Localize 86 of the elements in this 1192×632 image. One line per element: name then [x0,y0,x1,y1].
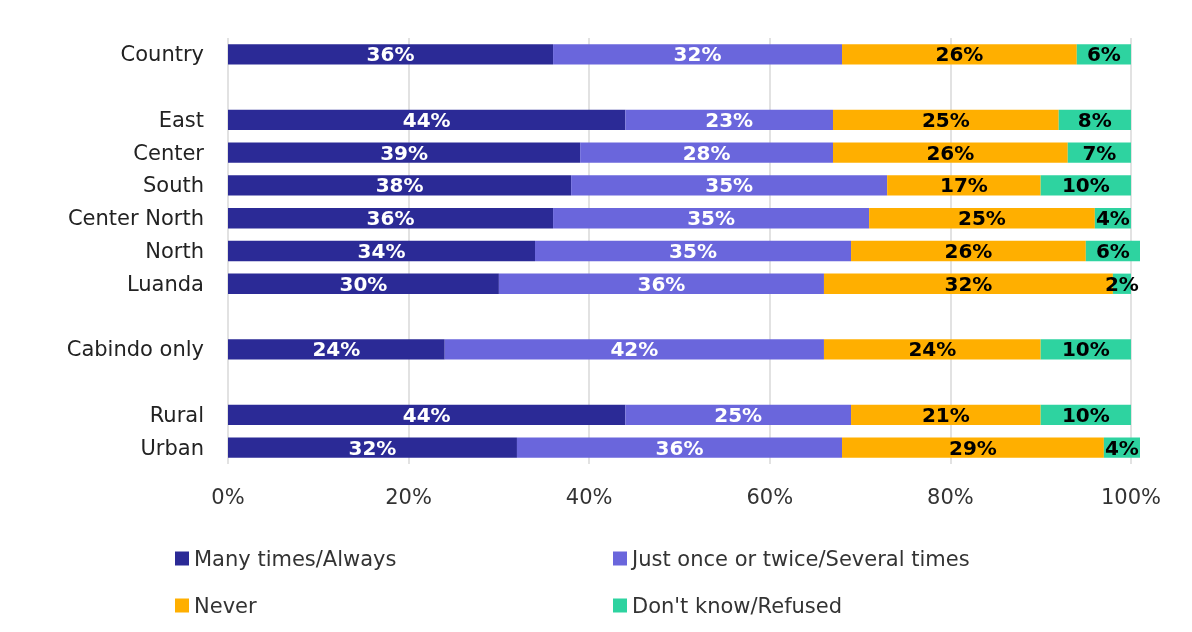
data-label: 26% [935,42,984,67]
data-label: 28% [682,140,731,165]
bar [228,109,626,131]
x-tick-label: 80% [927,484,974,509]
y-tick-label: East [158,107,204,132]
data-label: 25% [714,402,763,427]
y-tick-label: North [145,239,204,263]
data-label: 10% [1061,173,1110,198]
data-label: 30% [339,271,388,296]
bar [228,175,572,196]
legend-label: Many times/Always [194,546,397,571]
bar [851,240,1086,262]
data-label: 32% [673,42,722,67]
x-tick-label: 100% [1100,484,1161,509]
data-label: 35% [669,239,717,263]
data-label: 7% [1082,140,1117,165]
legend-label: Just once or twice/Several times [630,546,970,571]
data-label: 44% [402,107,451,132]
x-tick-label: 0% [211,484,245,509]
bar [553,208,870,229]
data-label: 36% [637,271,686,296]
data-label: 24% [908,337,957,362]
bar [228,404,626,425]
bar [228,273,499,294]
y-tick-label: Rural [149,402,204,427]
y-tick-label: Center [133,140,205,165]
bar [498,273,824,294]
data-label: 32% [944,271,993,296]
y-tick-label: Cabindo only [66,337,204,362]
data-label: 25% [958,206,1006,231]
data-label: 42% [610,337,659,362]
y-tick-label: Center North [67,206,204,231]
x-tick-label: 20% [385,484,432,509]
bar [553,44,843,65]
bar [228,44,554,65]
data-label: 4% [1104,435,1139,460]
bar [832,109,1059,131]
bar [887,175,1041,196]
data-label: 25% [921,107,970,132]
data-label: 6% [1086,42,1121,67]
data-label: 26% [926,140,975,165]
data-label: 10% [1061,337,1110,362]
bar [625,404,852,425]
bar [228,208,554,229]
bar [228,240,536,262]
data-label: 4% [1095,206,1130,231]
data-label: 36% [366,206,415,231]
y-tick-label: Country [120,42,204,67]
data-label: 39% [380,140,429,165]
bar [516,437,843,458]
data-label: 32% [348,435,397,460]
data-label: 36% [655,435,704,460]
bar [823,339,1041,360]
data-label: 24% [312,337,361,362]
data-label: 6% [1095,239,1130,263]
data-label: 10% [1061,402,1110,427]
bar [580,142,833,163]
data-label: 35% [687,206,736,231]
data-label: 36% [366,42,415,67]
y-tick-label: Urban [140,435,204,460]
data-label: 34% [357,239,406,263]
data-label: 26% [944,239,993,263]
y-tick-label: Luanda [126,271,204,296]
data-label: 23% [705,107,754,132]
bar [869,208,1095,229]
bar [842,44,1077,65]
legend-label: Don't know/Refused [632,593,843,618]
bar [228,339,445,360]
data-label: 38% [375,173,424,198]
x-tick-label: 60% [746,484,794,509]
data-label: 8% [1077,107,1112,132]
bar [444,339,824,360]
data-label: 29% [949,435,997,460]
data-label: 21% [921,402,970,427]
bar [535,240,852,262]
bar [228,142,581,163]
bar [842,437,1104,458]
legend-label: Never [194,593,257,618]
bar [571,175,888,196]
data-label: 44% [402,402,451,427]
bar [228,437,517,458]
y-tick-label: South [142,173,204,198]
data-label: 35% [705,173,754,198]
data-label: 17% [939,173,988,198]
bar [832,142,1068,163]
x-tick-label: 40% [565,484,613,509]
